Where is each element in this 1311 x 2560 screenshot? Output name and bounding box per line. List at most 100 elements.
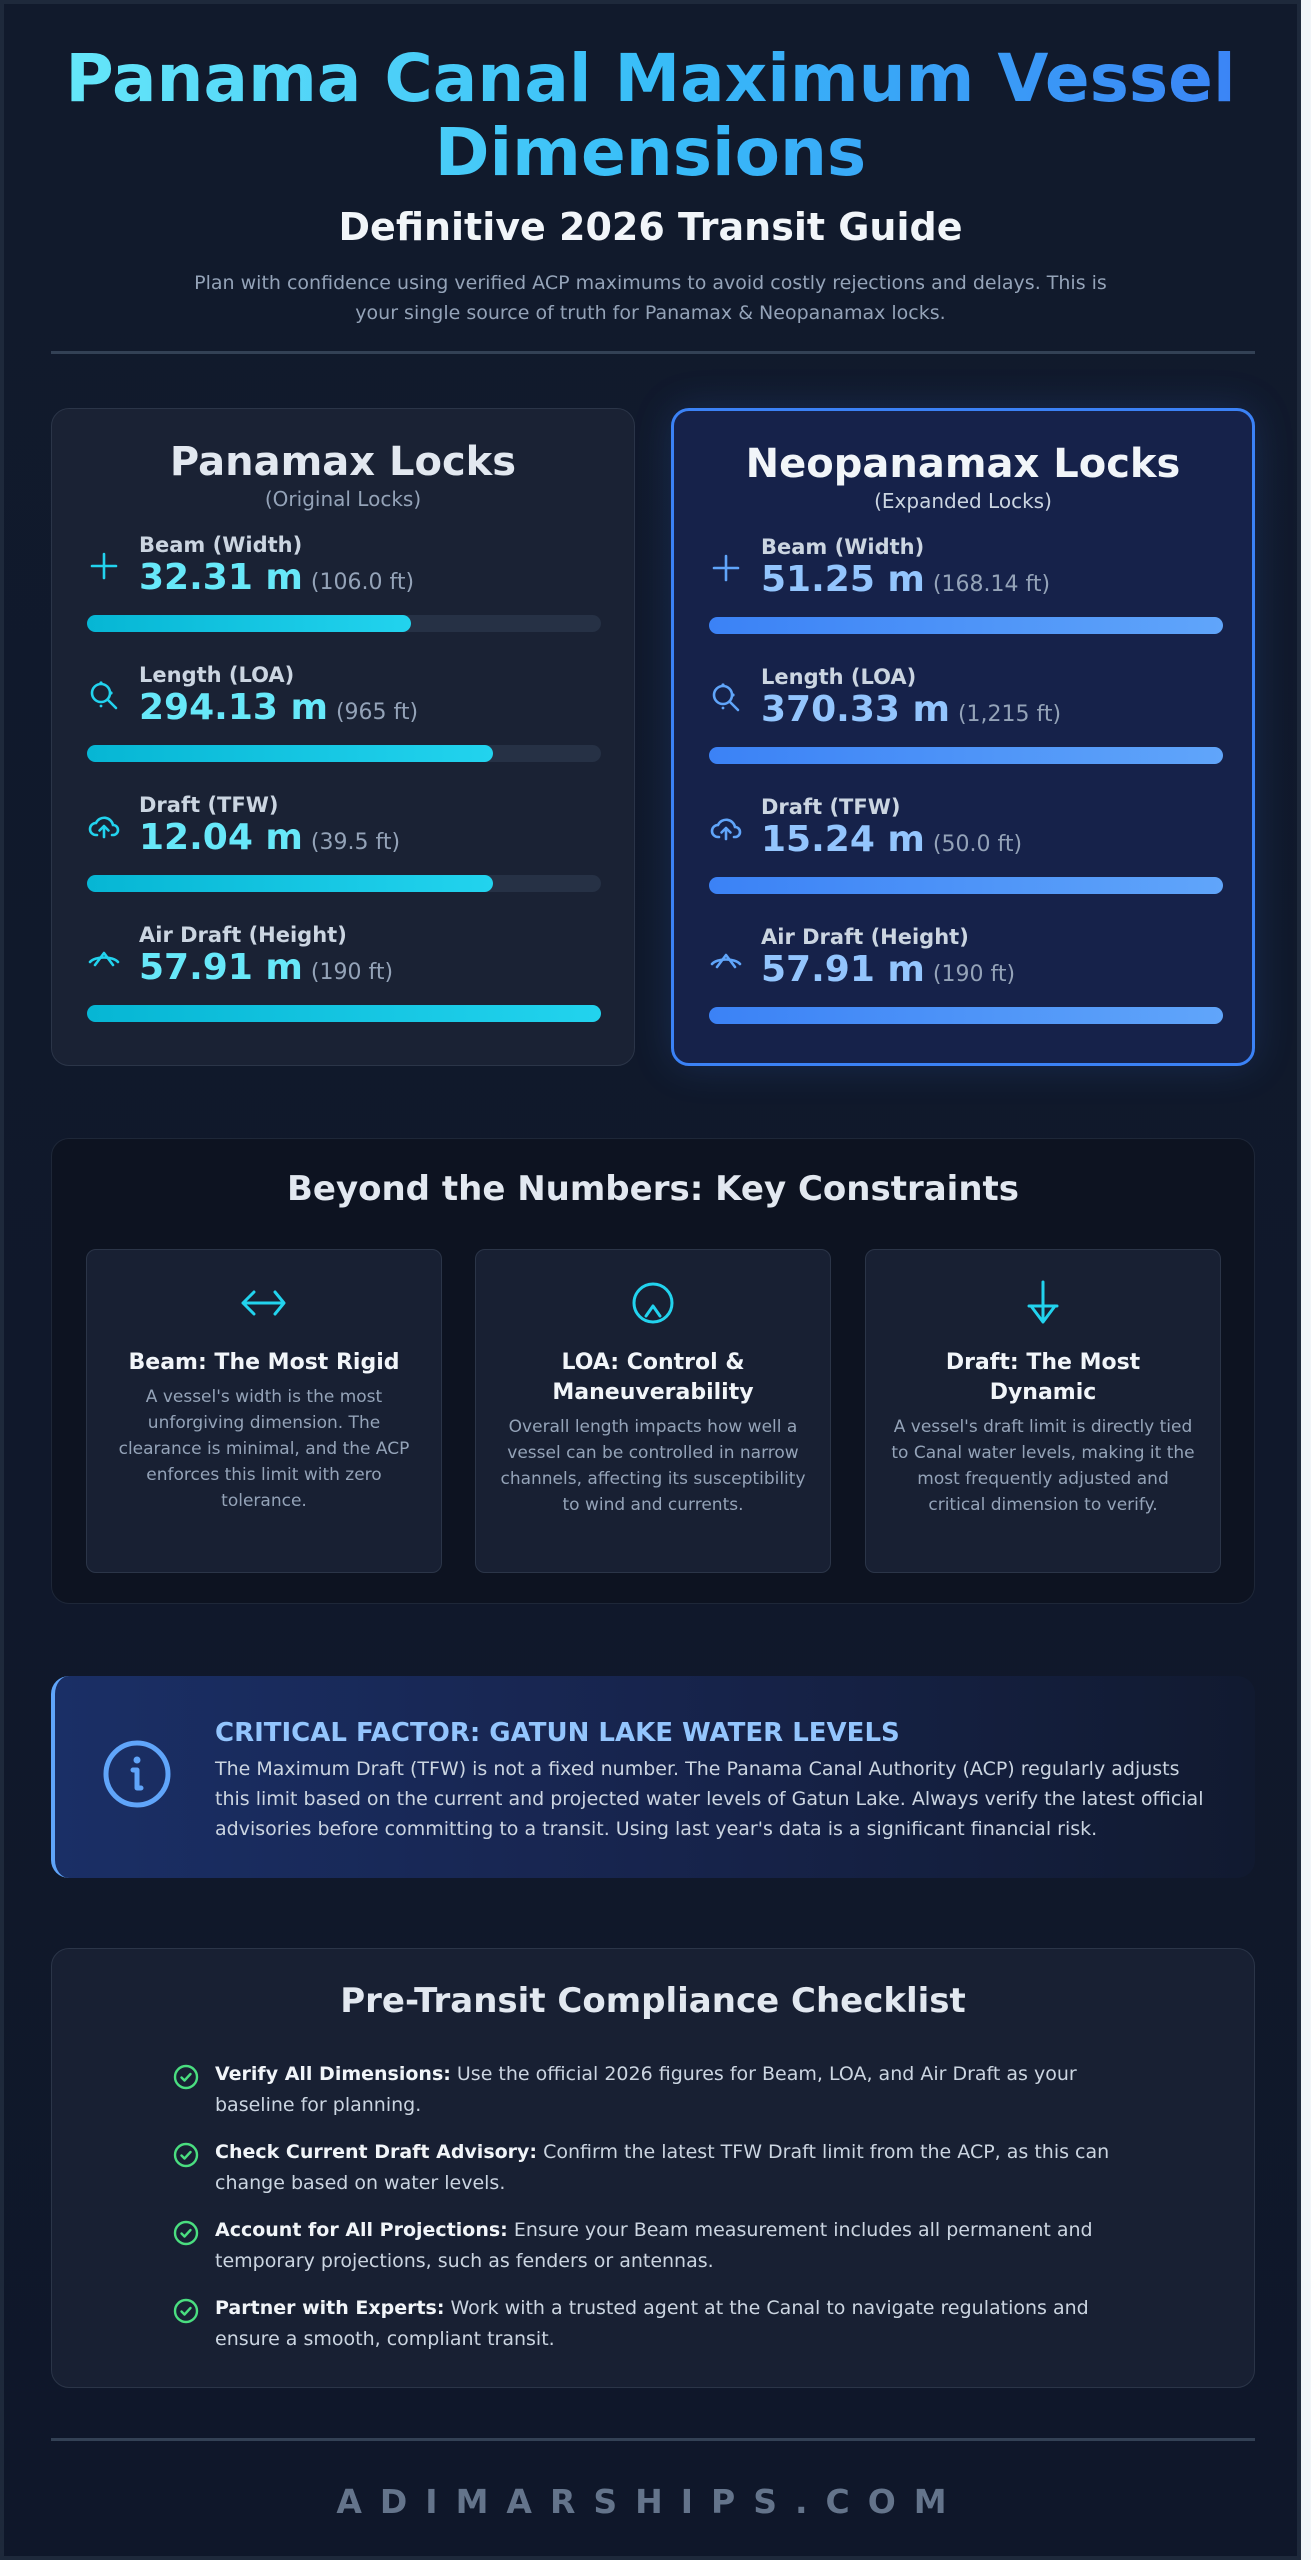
checklist-item-heading: Verify All Dimensions: [215,2063,451,2085]
checklist-item-text: Use the official 2026 figures for Beam, … [215,2063,1077,2116]
metric-metric-value: 370.33 m [761,689,950,730]
metric-label: Air Draft (Height) [761,925,969,949]
progress-bar-fill [709,1007,1223,1024]
constraint-card-beam: Beam: The Most Rigid A vessel's width is… [86,1249,442,1573]
checklist-title: Pre-Transit Compliance Checklist [340,1981,966,2021]
metric-label: Draft (TFW) [139,793,279,817]
metric-value: 57.91 m (190 ft) [139,947,393,988]
cloud-upload-icon [88,816,120,839]
panamax-subtitle: (Original Locks) [264,487,422,511]
checklist-item-text: Ensure your Beam measurement includes al… [215,2219,1093,2272]
progress-bar [87,745,601,762]
anchor-down-icon [1027,1280,1059,1324]
metric-label: Length (LOA) [761,665,917,689]
metric-value: 12.04 m (39.5 ft) [139,817,400,858]
cloud-upload-icon [710,818,742,841]
progress-bar-fill [87,875,494,892]
metric-imperial-value: (965 ft) [335,700,419,725]
metric-label: Air Draft (Height) [139,923,347,947]
panamax-title: Panamax Locks [169,439,517,485]
neopanamax-metric-draft: Draft (TFW) 15.24 m (50.0 ft) [709,795,1223,925]
checklist-item-text: Work with a trusted agent at the Canal t… [215,2297,1089,2350]
page-title: Panama Canal Maximum Vessel Dimensions [41,42,1261,190]
constraint-card-title: LOA: Control & Maneuverability [552,1350,754,1405]
progress-bar [87,1005,601,1022]
compliance-checklist: Pre-Transit Compliance Checklist Verify … [51,1948,1255,2388]
constraint-card-title: Draft: The Most Dynamic [945,1350,1141,1405]
search-icon [712,683,740,712]
metric-metric-value: 32.31 m [139,557,303,598]
check-circle-icon [173,2220,199,2246]
metric-metric-value: 57.91 m [761,949,925,990]
metric-metric-value: 15.24 m [761,819,925,860]
constraint-card-title: Beam: The Most Rigid [128,1350,400,1375]
intro-text: Plan with confidence using verified ACP … [194,272,1107,324]
check-circle-icon [173,2142,199,2168]
panamax-metric-length: Length (LOA) 294.13 m (965 ft) [87,663,601,793]
progress-bar-fill [87,615,411,632]
metric-value: 51.25 m (168.14 ft) [761,559,1050,600]
checklist-item-heading: Partner with Experts: [215,2297,445,2319]
metric-metric-value: 294.13 m [139,687,328,728]
checklist-item-heading: Check Current Draft Advisory: [215,2141,538,2163]
metric-label: Beam (Width) [139,533,303,557]
metric-value: 32.31 m (106.0 ft) [139,557,414,598]
panamax-metric-beam: Beam (Width) 32.31 m (106.0 ft) [87,533,601,663]
progress-bar [709,617,1223,634]
constraint-card-text: A vessel's width is the most unforgiving… [118,1387,410,1511]
neopanamax-metric-beam: Beam (Width) 51.25 m (168.14 ft) [709,535,1223,665]
metric-value: 15.24 m (50.0 ft) [761,819,1022,860]
checklist-item: Account for All Projections: Ensure your… [172,2215,1152,2277]
metric-imperial-value: (190 ft) [310,960,394,985]
progress-bar [709,877,1223,894]
page-subtitle: Definitive 2026 Transit Guide [338,205,963,249]
metric-value: 57.91 m (190 ft) [761,949,1015,990]
progress-bar-fill [87,745,494,762]
plus-icon [90,552,118,580]
checklist-item-heading: Account for All Projections: [215,2219,508,2241]
bridge-icon [88,951,120,967]
constraint-card-draft: Draft: The Most Dynamic A vessel's draft… [865,1249,1221,1573]
progress-bar [709,1007,1223,1024]
footer-divider [51,2438,1255,2441]
compass-icon [632,1282,674,1324]
progress-bar-fill [709,747,1223,764]
neopanamax-title: Neopanamax Locks [745,441,1181,487]
plus-icon [712,554,740,582]
metric-imperial-value: (106.0 ft) [310,570,415,595]
search-icon [90,681,118,710]
metric-imperial-value: (50.0 ft) [932,832,1023,857]
metric-value: 294.13 m (965 ft) [139,687,418,728]
constraints-title: Beyond the Numbers: Key Constraints [286,1169,1020,1209]
progress-bar [709,747,1223,764]
metric-imperial-value: (39.5 ft) [310,830,401,855]
progress-bar [87,615,601,632]
locks-comparison: Panamax Locks (Original Locks) Beam (Wid… [51,408,1255,1066]
constraint-card-text: Overall length impacts how well a vessel… [500,1417,806,1515]
metric-imperial-value: (1,215 ft) [957,702,1062,727]
metric-value: 370.33 m (1,215 ft) [761,689,1061,730]
metric-label: Length (LOA) [139,663,295,687]
metric-metric-value: 12.04 m [139,817,303,858]
metric-metric-value: 57.91 m [139,947,303,988]
neopanamax-card: Neopanamax Locks (Expanded Locks) Beam (… [671,408,1255,1066]
checklist-item: Verify All Dimensions: Use the official … [172,2059,1152,2121]
progress-bar [87,875,601,892]
panamax-metric-draft: Draft (TFW) 12.04 m (39.5 ft) [87,793,601,923]
critical-title: CRITICAL FACTOR: GATUN LAKE WATER LEVELS [215,1718,900,1748]
checklist-item-text: Confirm the latest TFW Draft limit from … [215,2141,1110,2194]
constraint-card-loa: LOA: Control & Maneuverability Overall l… [475,1249,831,1573]
check-circle-icon [173,2064,199,2090]
neopanamax-metric-length: Length (LOA) 370.33 m (1,215 ft) [709,665,1223,795]
bridge-icon [710,953,742,969]
key-constraints-section: Beyond the Numbers: Key Constraints Beam… [51,1138,1255,1604]
neopanamax-subtitle: (Expanded Locks) [874,489,1052,513]
info-icon [103,1740,171,1808]
neopanamax-metric-air-draft: Air Draft (Height) 57.91 m (190 ft) [709,925,1223,1055]
metric-label: Beam (Width) [761,535,925,559]
panamax-metric-air-draft: Air Draft (Height) 57.91 m (190 ft) [87,923,601,1053]
constraint-card-text: A vessel's draft limit is directly tied … [891,1417,1195,1515]
critical-factor-callout: CRITICAL FACTOR: GATUN LAKE WATER LEVELS… [51,1676,1255,1878]
top-divider [51,351,1255,354]
